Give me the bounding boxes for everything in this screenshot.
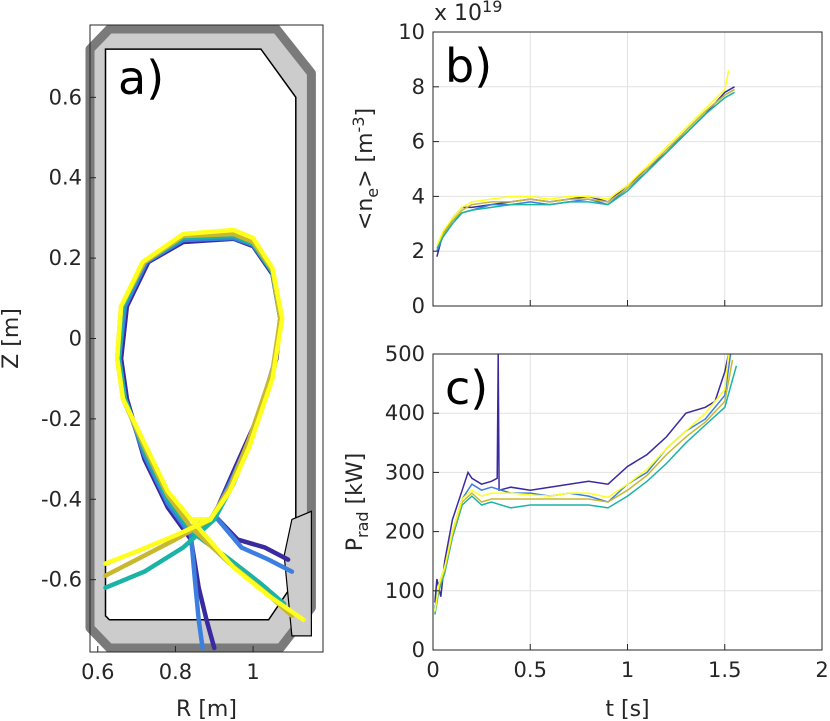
ytick-label-c-3: 300 [385,460,425,484]
panel-a: 0.6 0.8 1 -0.6 -0.4 -0.2 0 0.2 0.4 0.6 R [m] Z [m] a… [0,24,324,721]
ylabel-b-part-3: -3 [349,116,368,132]
separatrix-leg-4-0 [103,517,213,566]
series-line-b-4 [436,70,730,246]
ytick-label-a-4: 0.2 [49,246,82,270]
ytick-label-a-3: 0 [69,327,82,351]
separatrix-leg-4-1 [188,517,306,623]
xtick-label-a-2: 1 [246,660,259,684]
ytick-label-b-3: 6 [412,130,425,154]
ylabel-b: <ne> [m-3] [349,108,382,230]
xtick-label-a-0: 0.6 [81,660,114,684]
ylabel-b-part-0: <n [353,198,378,230]
ylabel-a: Z [m] [0,308,24,369]
ylabel-c-sub: rad [353,511,372,538]
xtick-label-c-1: 0.5 [514,658,547,682]
xtick-label-a-1: 0.8 [159,660,192,684]
ytick-label-c-5: 500 [385,342,425,366]
ytick-label-b-5: 10 [398,20,425,44]
ylabel-b-part-2: > [m [353,132,378,187]
xtick-label-c-4: 2 [815,658,828,682]
series-line-c-0 [434,354,730,603]
ytick-label-b-0: 0 [412,294,425,318]
panel-label-c: c) [445,361,488,415]
ytick-label-a-6: 0.6 [49,85,82,109]
ytick-label-c-0: 0 [412,638,425,662]
ylabel-b-part-4: ] [353,108,378,117]
panel-label-a: a) [118,51,164,105]
ytick-label-c-1: 100 [385,579,425,603]
series-line-b-3 [436,88,735,247]
exponent-label: x 1019 [434,0,502,26]
ylabel-c-end: [kW] [343,453,368,512]
panel-label-b: b) [445,39,492,93]
ylabel-b-part-1: e [363,188,382,198]
ytick-label-b-4: 8 [412,75,425,99]
series-line-c-2 [434,365,738,615]
panel-b: 0 2 4 6 8 10 b) <ne> [m-3] x 1019 [349,0,823,318]
xtick-label-c-3: 1.5 [708,658,741,682]
ylabel-c: Prad [kW] [343,453,372,551]
exponent-base: x 10 [434,1,482,26]
separatrix-leg-1-1 [188,533,205,651]
separatrix-leg-1-0 [212,513,295,574]
ytick-label-b-2: 4 [412,184,425,208]
exponent-power: 19 [482,0,502,16]
ytick-label-c-2: 200 [385,520,425,544]
xlabel-c: t [s] [605,697,649,721]
xtick-label-c-2: 1 [621,658,634,682]
ytick-label-a-5: 0.4 [49,166,82,190]
ytick-label-a-0: -0.6 [41,568,82,592]
ytick-label-c-4: 400 [385,401,425,425]
xtick-label-c-0: 0 [426,658,439,682]
ytick-label-a-1: -0.4 [41,487,82,511]
ylabel-c-main: P [343,538,368,551]
series-line-c-4 [434,354,730,612]
ytick-label-b-1: 2 [412,239,425,263]
xlabel-a: R [m] [176,697,237,721]
ytick-label-a-2: -0.2 [41,407,82,431]
panel-c: 0 0.5 1 1.5 2 0 100 200 300 400 500 c) t [s] Prad [kW… [343,342,829,721]
series-line-b-2 [436,91,735,249]
divertor-tile [283,510,312,637]
series-line-c-3 [434,359,734,612]
